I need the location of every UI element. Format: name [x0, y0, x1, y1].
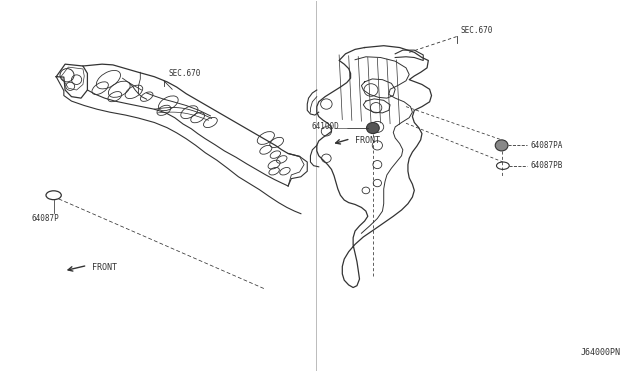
Text: FRONT: FRONT [92, 263, 117, 272]
Text: 64087PB: 64087PB [531, 161, 563, 170]
Text: 64087P: 64087P [32, 214, 60, 223]
Text: J64000PN: J64000PN [580, 347, 621, 357]
Text: 64100D: 64100D [312, 122, 339, 131]
Ellipse shape [495, 140, 508, 151]
Text: FRONT: FRONT [355, 137, 380, 145]
Text: 64087PA: 64087PA [531, 141, 563, 150]
Ellipse shape [367, 122, 380, 134]
Text: SEC.670: SEC.670 [169, 69, 202, 78]
Text: SEC.670: SEC.670 [461, 26, 493, 35]
